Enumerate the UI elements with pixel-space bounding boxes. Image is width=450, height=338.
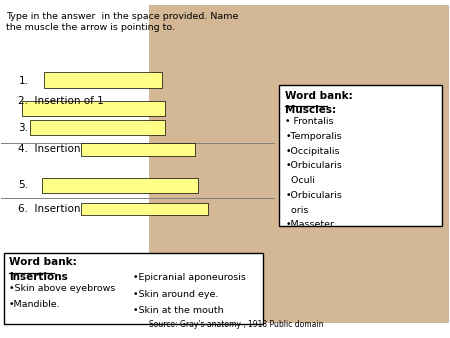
Text: 1.: 1. (18, 75, 28, 86)
Text: 2.  Insertion of 1: 2. Insertion of 1 (18, 96, 104, 106)
Text: Type in the answer  in the space provided. Name: Type in the answer in the space provided… (6, 12, 238, 21)
Text: Source: Gray's anatomy , 1918 Public domain: Source: Gray's anatomy , 1918 Public dom… (149, 320, 324, 329)
Text: •Mandible.: •Mandible. (9, 300, 61, 309)
Text: Word bank:: Word bank: (9, 258, 77, 267)
Text: •Temporalis: •Temporalis (285, 132, 342, 141)
Text: oris: oris (285, 206, 309, 215)
FancyBboxPatch shape (22, 101, 165, 116)
FancyBboxPatch shape (4, 254, 263, 324)
FancyBboxPatch shape (279, 85, 442, 226)
Text: •Occipitalis: •Occipitalis (285, 147, 340, 155)
Text: 3.: 3. (18, 123, 28, 133)
Text: insertions: insertions (9, 272, 68, 282)
FancyBboxPatch shape (42, 178, 198, 193)
Text: Word bank:: Word bank: (285, 91, 353, 101)
Text: •Masseter: •Masseter (285, 220, 334, 229)
Text: •Epicranial aponeurosis: •Epicranial aponeurosis (133, 273, 246, 282)
Text: •Skin at the mouth: •Skin at the mouth (133, 307, 224, 315)
Text: •Skin around eye.: •Skin around eye. (133, 290, 219, 299)
FancyBboxPatch shape (81, 202, 208, 215)
FancyBboxPatch shape (149, 5, 449, 323)
Text: 4.  Insertion: 4. Insertion (18, 144, 81, 154)
Text: Muscles:: Muscles: (285, 105, 337, 115)
Text: Oculi: Oculi (285, 176, 315, 185)
Text: 5.: 5. (18, 180, 28, 190)
FancyBboxPatch shape (44, 72, 162, 88)
Text: the muscle the arrow is pointing to.: the muscle the arrow is pointing to. (6, 23, 175, 32)
Text: •Orbicularis: •Orbicularis (285, 191, 342, 200)
Text: •Orbicularis: •Orbicularis (285, 161, 342, 170)
Text: • Frontalis: • Frontalis (285, 117, 334, 126)
Text: 6.  Insertion: 6. Insertion (18, 204, 81, 214)
Text: •Skin above eyebrows: •Skin above eyebrows (9, 284, 115, 293)
FancyBboxPatch shape (31, 120, 165, 136)
FancyBboxPatch shape (81, 143, 195, 155)
